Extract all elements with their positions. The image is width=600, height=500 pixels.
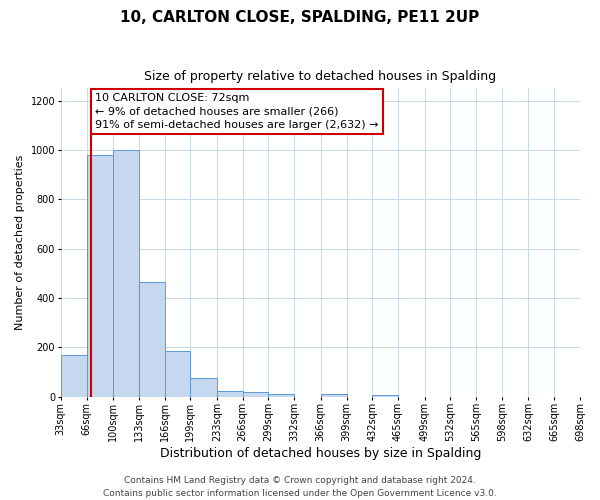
- Text: 10, CARLTON CLOSE, SPALDING, PE11 2UP: 10, CARLTON CLOSE, SPALDING, PE11 2UP: [121, 10, 479, 25]
- Bar: [242, 392, 268, 396]
- Text: Contains HM Land Registry data © Crown copyright and database right 2024.
Contai: Contains HM Land Registry data © Crown c…: [103, 476, 497, 498]
- Title: Size of property relative to detached houses in Spalding: Size of property relative to detached ho…: [145, 70, 496, 83]
- Bar: [113, 150, 139, 396]
- Bar: [139, 282, 164, 397]
- Y-axis label: Number of detached properties: Number of detached properties: [15, 154, 25, 330]
- Bar: [164, 351, 190, 397]
- X-axis label: Distribution of detached houses by size in Spalding: Distribution of detached houses by size …: [160, 447, 481, 460]
- Bar: [268, 394, 294, 396]
- Bar: [61, 354, 86, 397]
- Text: 10 CARLTON CLOSE: 72sqm
← 9% of detached houses are smaller (266)
91% of semi-de: 10 CARLTON CLOSE: 72sqm ← 9% of detached…: [95, 94, 379, 130]
- Bar: [86, 155, 113, 396]
- Bar: [321, 394, 347, 396]
- Bar: [372, 394, 398, 396]
- Bar: [217, 391, 242, 396]
- Bar: [190, 378, 217, 396]
